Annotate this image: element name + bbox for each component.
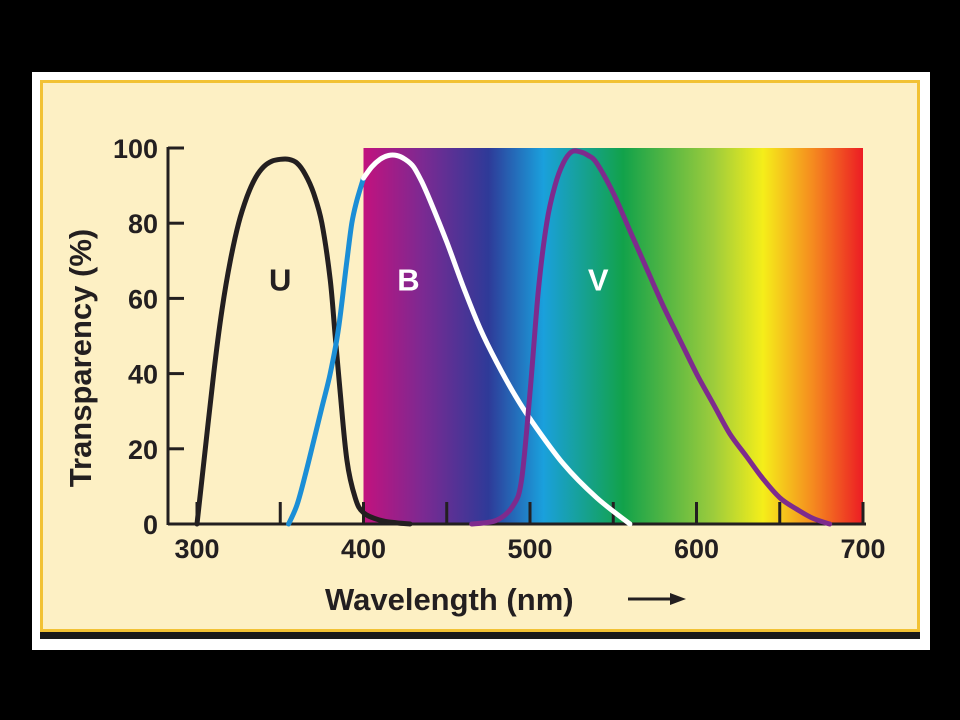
x-tick-label: 300 (174, 534, 219, 564)
panel-shadow (40, 632, 920, 639)
x-tick-label: 600 (674, 534, 719, 564)
y-tick-label: 0 (143, 510, 158, 540)
x-axis-title: Wavelength (nm) (325, 582, 574, 617)
y-tick-label: 40 (128, 360, 158, 390)
right-arrow-icon (628, 593, 686, 605)
series-line-u (194, 156, 413, 527)
series-line-v (469, 148, 833, 527)
y-axis-title: Transparency (%) (63, 229, 98, 487)
band-label-v: V (588, 263, 609, 298)
band-label-u: U (269, 263, 291, 298)
x-tick-label: 400 (341, 534, 386, 564)
x-tick-label: 500 (507, 534, 552, 564)
spectrum-band (363, 148, 863, 524)
x-tick-label: 700 (840, 534, 885, 564)
band-label-b: B (397, 263, 419, 298)
series-line-b-uv-segment (286, 175, 366, 527)
y-tick-label: 60 (128, 284, 158, 314)
y-tick-label: 80 (128, 209, 158, 239)
series-line-b (361, 152, 633, 527)
y-tick-label: 100 (113, 134, 158, 164)
y-tick-label: 20 (128, 435, 158, 465)
